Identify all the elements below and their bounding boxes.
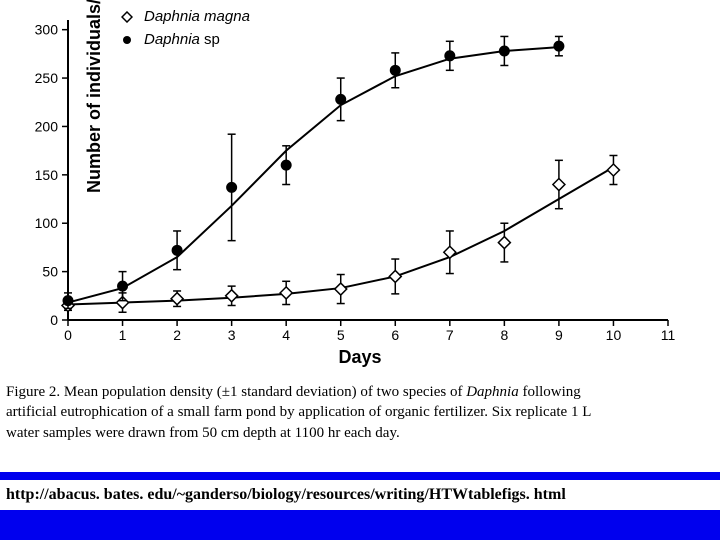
open-diamond-icon <box>120 11 134 23</box>
url-bar: http://abacus. bates. edu/~ganderso/biol… <box>0 480 720 510</box>
svg-text:100: 100 <box>35 215 59 231</box>
chart-area: Number of individuals/L Daphnia magna Da… <box>0 0 720 370</box>
svg-text:5: 5 <box>337 327 345 343</box>
svg-text:0: 0 <box>64 327 72 343</box>
svg-text:9: 9 <box>555 327 563 343</box>
legend-label: Daphnia sp <box>144 31 220 48</box>
caption-italic: Daphnia <box>466 384 519 400</box>
svg-text:0: 0 <box>50 312 58 328</box>
svg-text:4: 4 <box>282 327 290 343</box>
chart-svg: 0 1 2 3 4 5 6 7 8 9 10 11 0 50 100 150 200 250 300 <box>0 0 720 370</box>
legend-item-sp: Daphnia sp <box>120 31 250 48</box>
svg-text:1: 1 <box>119 327 127 343</box>
svg-text:8: 8 <box>500 327 508 343</box>
figure-panel: Number of individuals/L Daphnia magna Da… <box>0 0 720 472</box>
svg-text:6: 6 <box>391 327 399 343</box>
caption-prefix: Figure 2. Mean population density (±1 st… <box>6 384 466 400</box>
svg-text:2: 2 <box>173 327 181 343</box>
svg-text:150: 150 <box>35 167 59 183</box>
svg-text:7: 7 <box>446 327 454 343</box>
svg-text:300: 300 <box>35 22 59 38</box>
y-axis-label: Number of individuals/L <box>84 0 105 193</box>
svg-text:250: 250 <box>35 70 59 86</box>
svg-text:50: 50 <box>42 264 58 280</box>
filled-circle-icon <box>120 34 134 46</box>
x-axis-label: Days <box>0 347 720 368</box>
svg-text:10: 10 <box>606 327 622 343</box>
svg-text:11: 11 <box>661 327 676 343</box>
legend-item-magna: Daphnia magna <box>120 8 250 25</box>
legend: Daphnia magna Daphnia sp <box>120 8 250 54</box>
slide-stage: Number of individuals/L Daphnia magna Da… <box>0 0 720 540</box>
svg-text:3: 3 <box>228 327 236 343</box>
svg-text:200: 200 <box>35 118 59 134</box>
figure-caption: Figure 2. Mean population density (±1 st… <box>6 382 606 443</box>
source-url: http://abacus. bates. edu/~ganderso/biol… <box>6 486 566 504</box>
legend-label: Daphnia magna <box>144 8 250 25</box>
